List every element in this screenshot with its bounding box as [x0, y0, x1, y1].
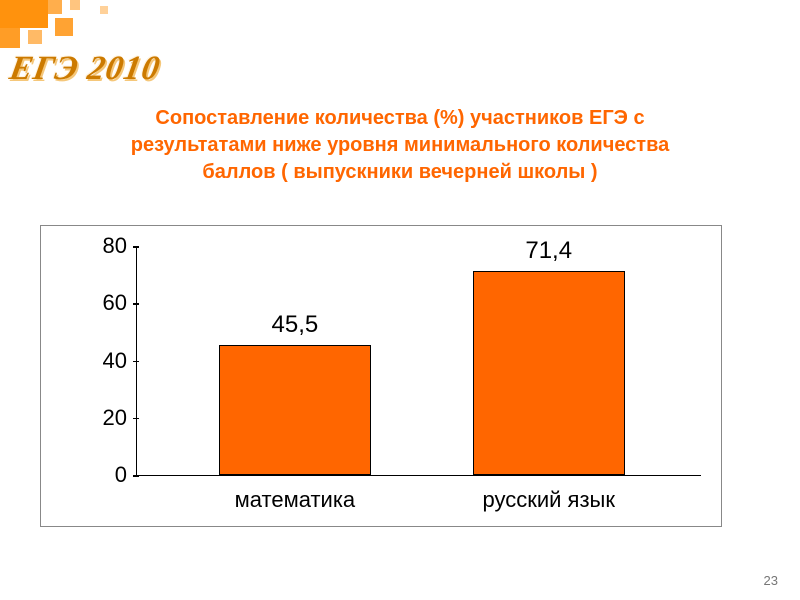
y-tick-label: 80: [82, 233, 127, 259]
slide-number: 23: [764, 573, 778, 588]
logo-text: ЕГЭ 2010: [7, 50, 164, 88]
x-category-label: русский язык: [419, 487, 679, 513]
bar: [219, 345, 371, 475]
plot-area: 02040608045,5математика71,4русский язык: [136, 246, 701, 476]
y-tick-label: 0: [82, 462, 127, 488]
x-category-label: математика: [165, 487, 425, 513]
chart-title: Сопоставление количества (%) участников …: [100, 105, 700, 186]
y-tick-label: 20: [82, 405, 127, 431]
y-tick-label: 40: [82, 348, 127, 374]
bar-value-label: 45,5: [215, 311, 375, 339]
y-tick-label: 60: [82, 290, 127, 316]
bar-value-label: 71,4: [469, 237, 629, 265]
chart-container: 0 20 40 60 80 45,5 математика 71,4 русский язык: [40, 225, 722, 527]
bar: [473, 271, 625, 475]
